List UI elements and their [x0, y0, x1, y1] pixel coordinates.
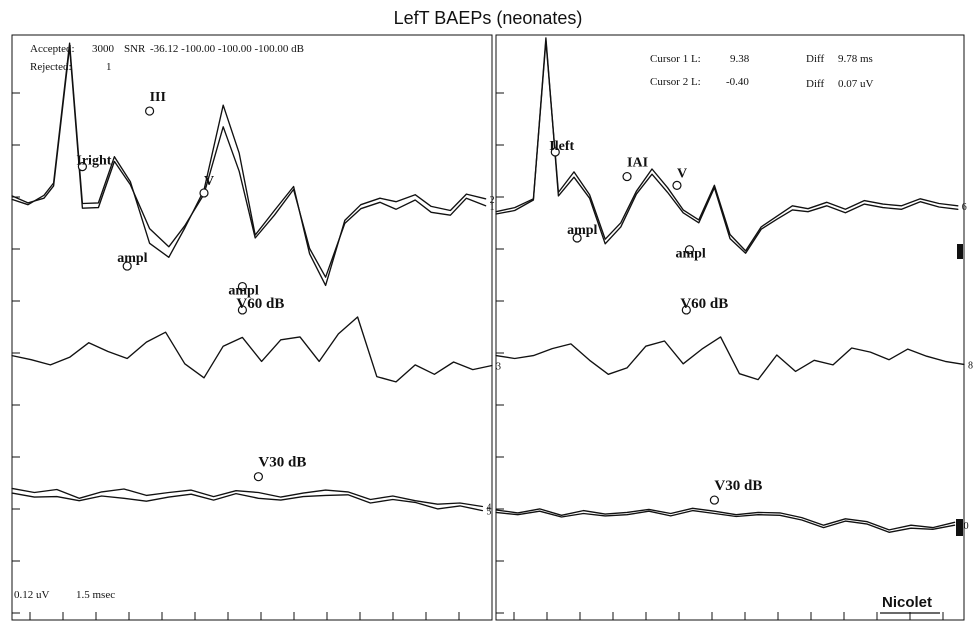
right-panel-peak-marker-3: [572, 233, 582, 243]
amplitude-scale: 0.12 uV: [14, 589, 50, 601]
rejected-value: 1: [106, 61, 112, 73]
right-panel-peak-marker-4: [684, 245, 695, 255]
accepted-label: Accepted:: [30, 43, 75, 55]
left-panel-peak-marker-1: [145, 106, 155, 116]
left-panel-peak-label-6: V30 dB: [258, 455, 306, 471]
right-panel-peak-marker-0: [550, 147, 560, 157]
left-panel-trace-label-1: 1: [490, 202, 495, 213]
left-panel-frame: [11, 34, 493, 621]
snr-label: SNR: [124, 43, 146, 55]
right-panel-series-8: [495, 336, 965, 381]
page-title: LefT BAEPs (neonates): [393, 8, 583, 28]
cursor1-value: 9.38: [730, 53, 750, 65]
left-panel-peak-marker-4: [237, 281, 247, 292]
snr-values: -36.12 -100.00 -100.00 -100.00 dB: [150, 43, 304, 55]
left-panel-peak-label-0: Iright: [76, 154, 111, 169]
right-panel-peak-marker-5: [681, 305, 691, 315]
diff-ms: 9.78 ms: [838, 53, 873, 65]
left-panel-peak-marker-3: [122, 261, 132, 271]
left-panel-series-2: [11, 42, 487, 287]
right-panel-frame: [495, 34, 965, 621]
right-panel-series-7: [495, 37, 959, 254]
left-panel-series-4: [11, 487, 484, 508]
accepted-value: 3000: [92, 43, 115, 55]
right-panel-peak-marker-1: [622, 171, 632, 182]
right-panel-peak-label-4: ampl: [675, 247, 705, 262]
left-panel-peak-label-1: III: [150, 90, 166, 105]
left-panel-peak-label-5: V60 dB: [236, 296, 284, 312]
cursor2-value: -0.40: [726, 76, 749, 88]
right-panel-peak-label-1: IAI: [627, 156, 648, 171]
diff-uv: 0.07 uV: [838, 78, 874, 90]
right-panel-peak-label-5: V60 dB: [680, 296, 728, 312]
right-panel-peak-marker-2: [672, 180, 682, 190]
right-panel-trace-label-10: 10: [959, 521, 969, 532]
right-panel-series-10: [495, 509, 956, 533]
cursor1-label: Cursor 1 L:: [650, 53, 701, 65]
brand-text: Nicolet: [882, 594, 932, 611]
left-panel-peak-label-3: ampl: [117, 251, 147, 266]
right-panel-peak-label-6: V30 dB: [714, 478, 762, 494]
diff-label-1: Diff: [806, 53, 824, 65]
right-panel-trace-label-6: 6: [962, 202, 967, 213]
right-panel-series-6: [495, 40, 959, 252]
right-panel-peak-marker-6: [709, 495, 720, 505]
right-panel-peak-label-2: V: [677, 166, 687, 181]
left-panel-peak-label-4: ampl: [228, 284, 258, 299]
left-panel-series-3: [11, 316, 493, 383]
left-panel-series-5: [11, 492, 484, 512]
left-panel-trace-label-2: 2: [490, 195, 495, 206]
left-panel-peak-marker-5: [237, 305, 247, 315]
left-panel-peak-label-2: V: [204, 174, 214, 189]
time-scale: 1.5 msec: [76, 589, 115, 601]
rejected-label: Rejected:: [30, 61, 72, 73]
left-panel-peak-marker-6: [253, 472, 263, 482]
right-panel-peak-label-0: Ileft: [549, 139, 574, 154]
left-panel-trace-label-3: 3: [496, 362, 501, 373]
diff-label-2: Diff: [806, 78, 824, 90]
left-panel-trace-label-4: 4: [486, 503, 491, 514]
right-trace-6-marker: [957, 244, 963, 259]
left-panel-peak-marker-0: [77, 162, 88, 172]
left-panel-trace-label-5: 5: [486, 507, 491, 518]
right-panel-series-9: [495, 507, 956, 531]
left-panel-peak-marker-2: [199, 188, 209, 198]
right-panel-peak-label-3: ampl: [567, 223, 597, 238]
cursor2-label: Cursor 2 L:: [650, 76, 701, 88]
right-panel-trace-label-8: 8: [968, 360, 973, 371]
right-trace-10-marker: [956, 519, 963, 536]
